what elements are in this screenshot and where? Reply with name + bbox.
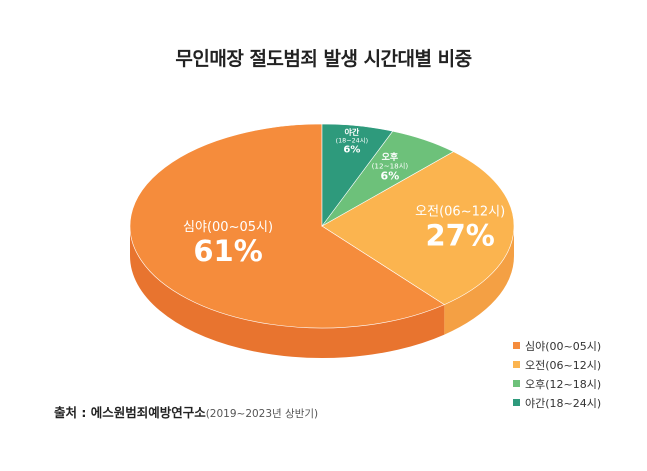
source-note: 출처 : 에스원범죄예방연구소(2019~2023년 상반기) (54, 402, 318, 421)
legend: 심야(00~05시) 오전(06~12시) 오후(12~18시) 야간(18~24시) (513, 336, 601, 412)
legend-swatch (513, 342, 520, 349)
legend-label: 야간(18~24시) (525, 396, 602, 410)
slice-label-text: 오후 (382, 151, 399, 163)
slice-label-text: 오전(06~12시) (415, 204, 505, 219)
slice-label-sub: (12~18시) (372, 162, 409, 171)
slice-label-sub: (18~24시) (336, 136, 368, 144)
pie-slice-4 (321, 123, 394, 227)
pie-3d-sides (130, 226, 514, 358)
pie-side-2 (444, 226, 514, 335)
legend-label: 심야(00~05시) (525, 339, 602, 353)
pie-side-1 (130, 226, 445, 358)
legend-item-4: 야간(18~24시) (513, 393, 601, 412)
pie-label-3: 오후(12~18시)6% (372, 151, 409, 183)
legend-item-3: 오후(12~18시) (513, 374, 601, 393)
pie-slice-2 (321, 151, 515, 305)
legend-label: 오전(06~12시) (525, 358, 602, 372)
chart-title: 무인매장 절도범죄 발생 시간대별 비중 (175, 48, 472, 70)
legend-swatch (513, 361, 520, 368)
slice-label-text: 심야(00~05시) (183, 220, 273, 235)
pie-data-labels: 심야(00~05시)61%오전(06~12시)27%오후(12~18시)6%야간… (183, 127, 505, 268)
legend-swatch (513, 399, 520, 406)
legend-swatch (513, 380, 520, 387)
legend-item-1: 심야(00~05시) (513, 336, 601, 355)
legend-item-2: 오전(06~12시) (513, 355, 601, 374)
pie-label-1: 심야(00~05시)61% (183, 220, 273, 268)
pie-label-4: 야간(18~24시)6% (336, 127, 368, 156)
slice-value-label: 6% (343, 144, 360, 155)
pie-slices (129, 123, 515, 329)
slice-label-text: 야간 (344, 127, 359, 137)
pie-label-2: 오전(06~12시)27% (415, 204, 505, 252)
slice-value-label: 27% (425, 218, 494, 252)
slice-value-label: 6% (381, 170, 400, 183)
pie-slice-1 (129, 123, 446, 329)
slice-value-label: 61% (193, 234, 262, 268)
source-label: 출처 : 에스원범죄예방연구소 (54, 405, 206, 420)
source-period: (2019~2023년 상반기) (205, 408, 319, 420)
legend-label: 오후(12~18시) (525, 377, 602, 391)
